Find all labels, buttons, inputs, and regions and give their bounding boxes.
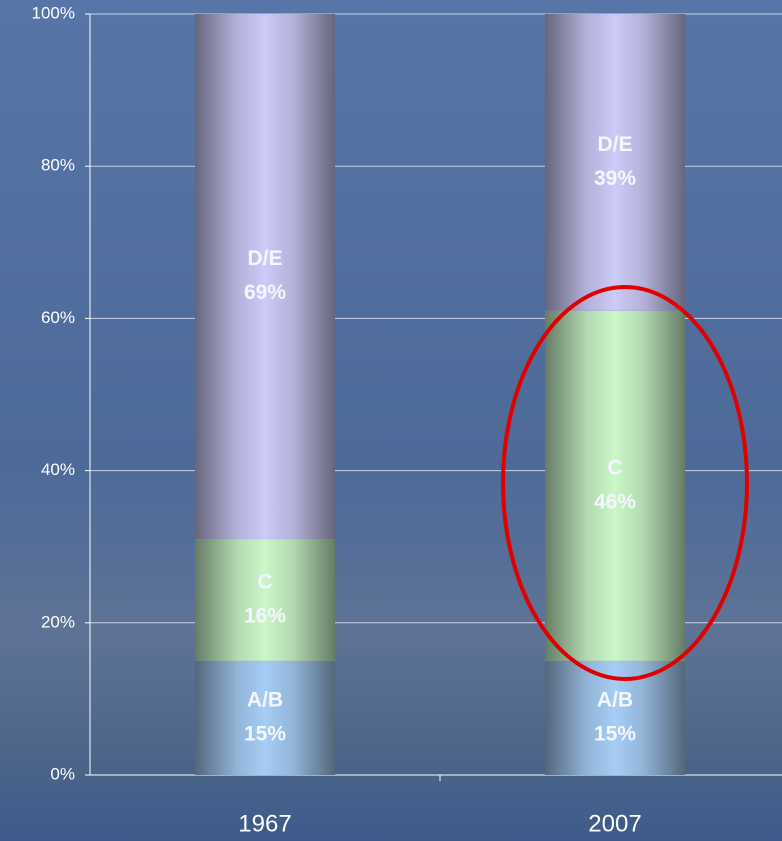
y-tick-label: 20% xyxy=(41,612,75,631)
segment-value: 39% xyxy=(594,167,636,190)
x-tick-label: 1967 xyxy=(238,810,291,837)
x-tick-label: 2007 xyxy=(588,810,641,837)
y-tick-label: 100% xyxy=(32,3,75,22)
y-tick-label: 0% xyxy=(50,764,75,783)
segment-name: C xyxy=(607,456,622,479)
bar-shade xyxy=(195,539,335,661)
segment-name: A/B xyxy=(247,688,283,711)
segment-name: C xyxy=(257,571,272,594)
segment-value: 46% xyxy=(594,490,636,513)
bar-shade xyxy=(545,310,685,661)
segment-value: 15% xyxy=(594,722,636,745)
y-tick-label: 40% xyxy=(41,460,75,479)
segment-name: A/B xyxy=(597,688,633,711)
segment-name: D/E xyxy=(597,133,632,156)
bar-shade xyxy=(195,14,335,540)
y-tick-label: 60% xyxy=(41,308,75,327)
segment-name: D/E xyxy=(247,247,282,270)
segment-value: 15% xyxy=(244,722,286,745)
segment-value: 16% xyxy=(244,605,286,628)
segment-value: 69% xyxy=(244,281,286,304)
bar-shade xyxy=(195,660,335,775)
highlight-ellipse xyxy=(501,285,749,681)
bar-shade xyxy=(545,14,685,311)
y-tick-label: 80% xyxy=(41,156,75,175)
